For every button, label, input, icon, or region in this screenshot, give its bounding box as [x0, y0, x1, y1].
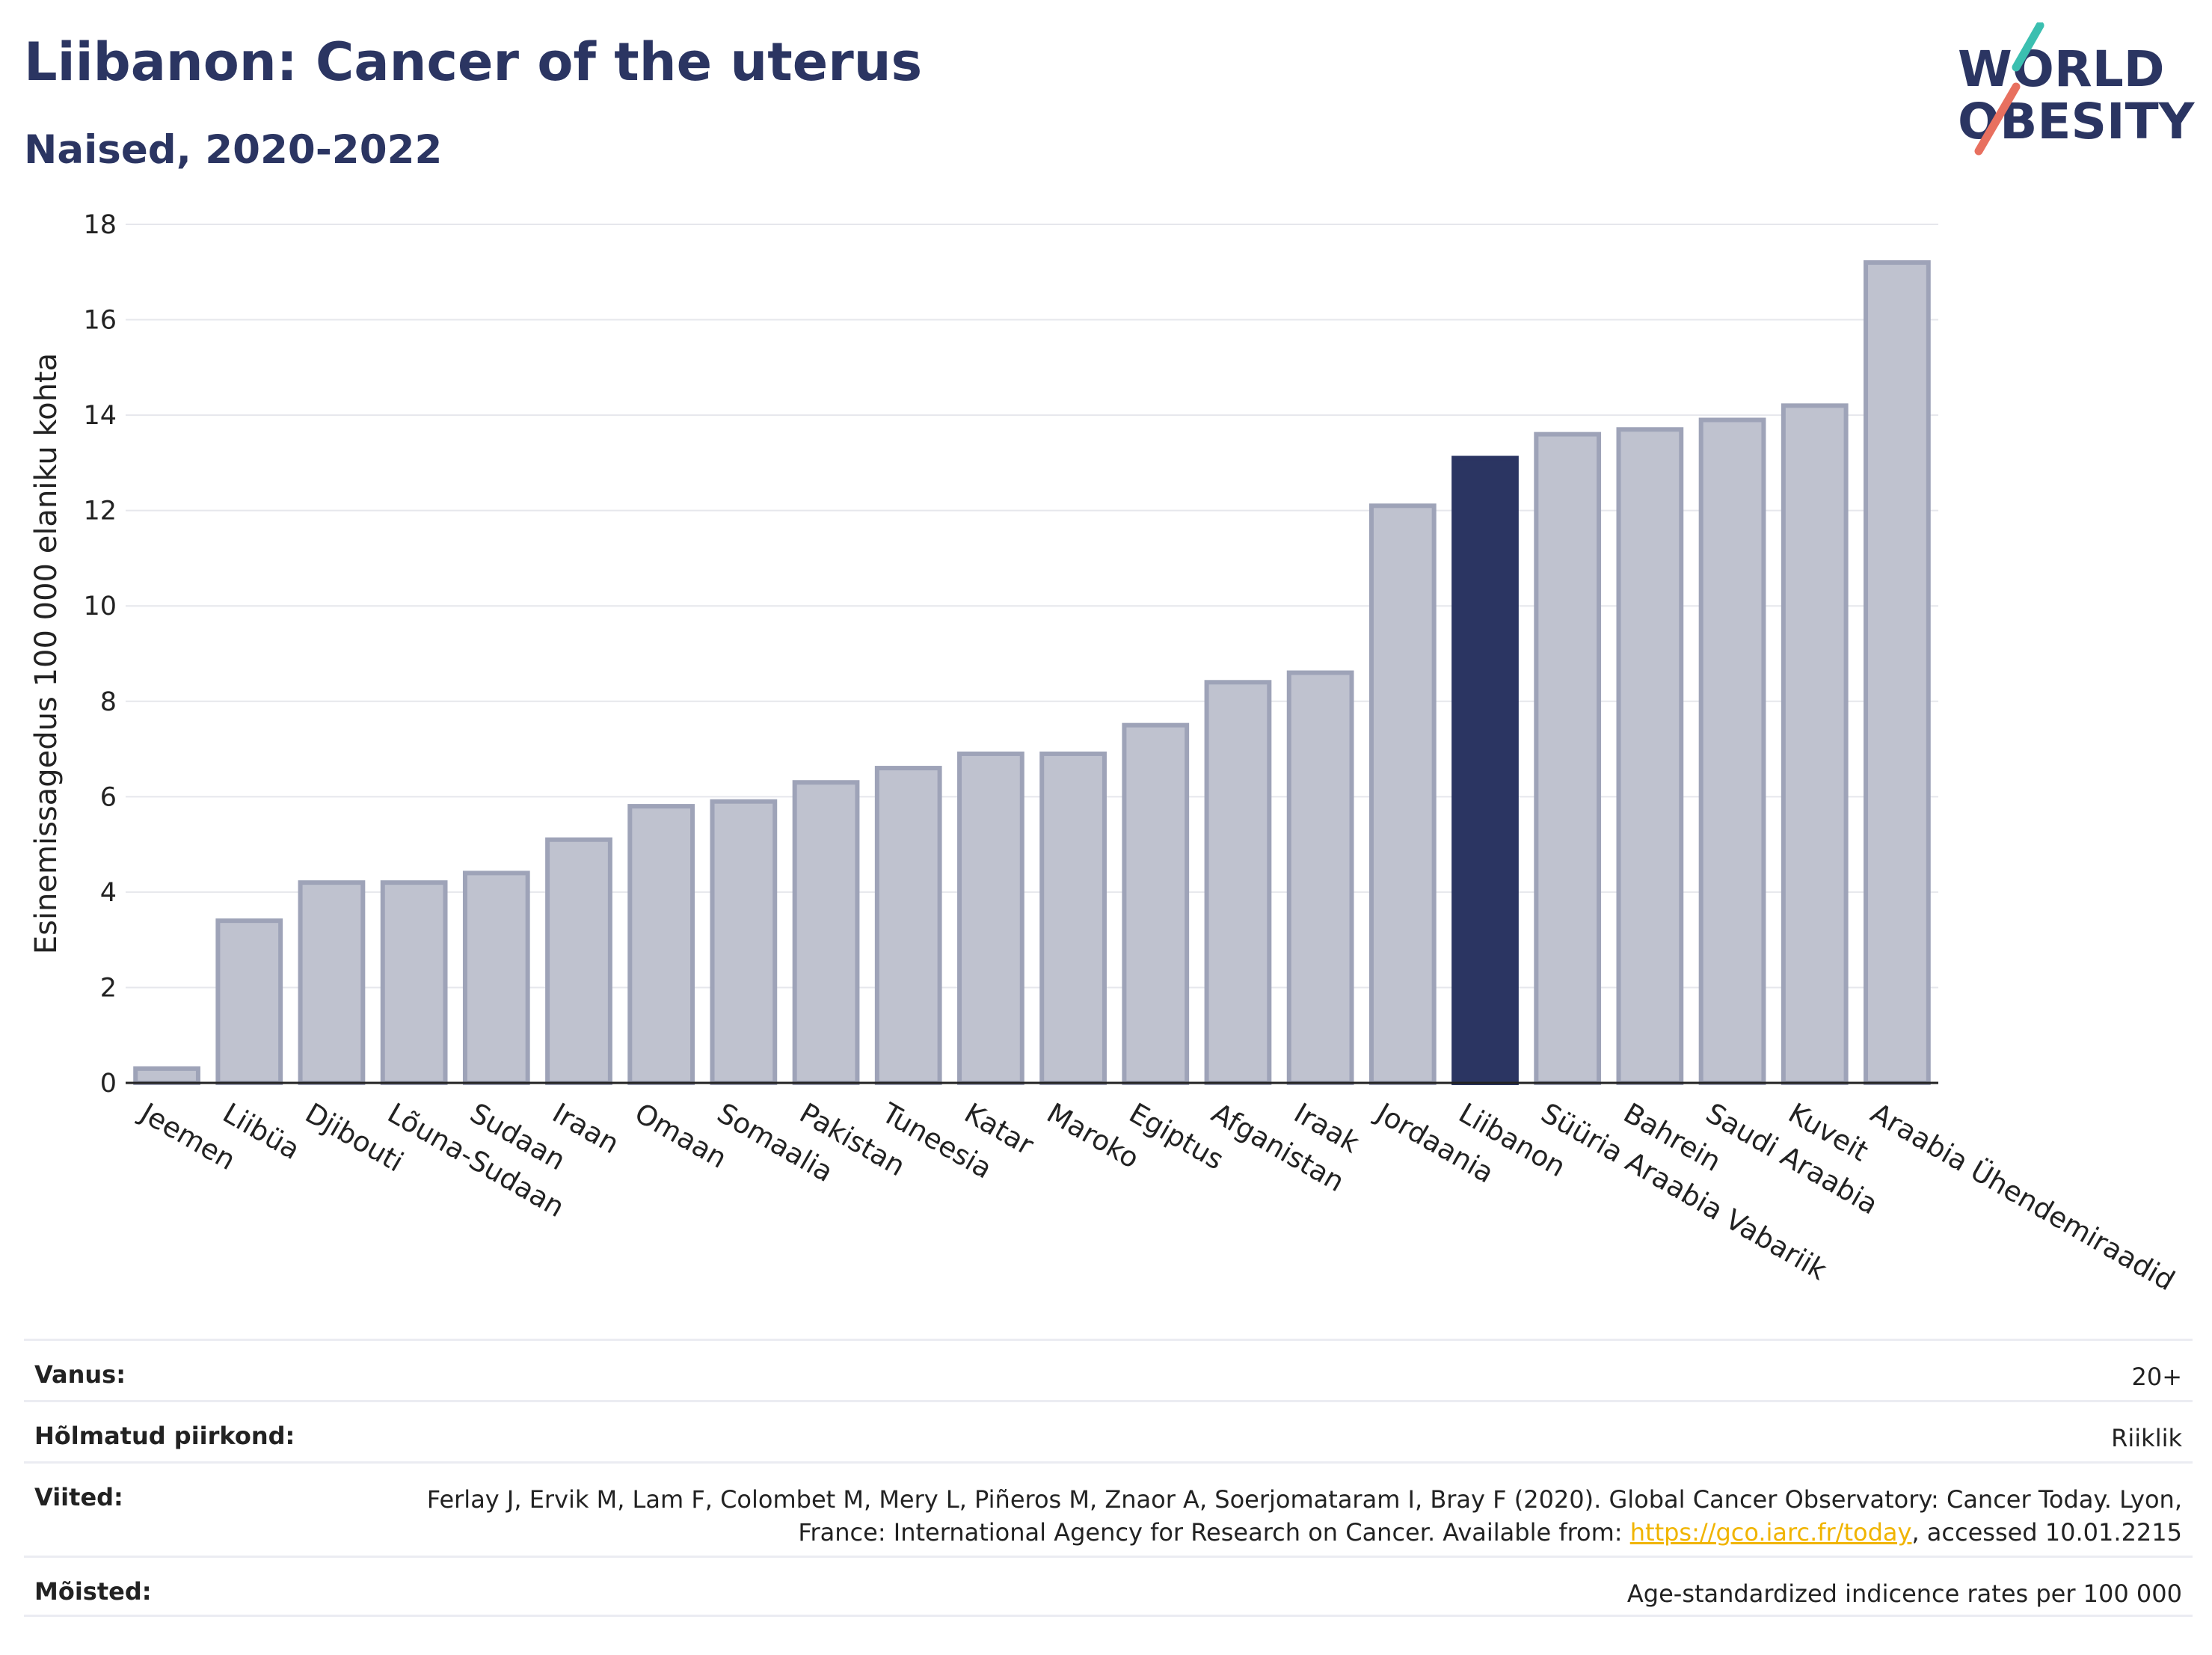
region-label: Hõlmatud piirkond:	[34, 1422, 295, 1450]
x-tick-label-6: Omaan	[630, 1097, 733, 1175]
logo-coral-slash	[1974, 82, 2021, 156]
bar-3	[380, 880, 448, 1085]
y-tick-label-0: 0	[100, 1069, 117, 1099]
references-link[interactable]: https://gco.iarc.fr/today	[1629, 1518, 1912, 1547]
logo-line1: WORLD	[1958, 40, 2165, 98]
x-tick-label-21: Araabia Ühendemiraadid	[1865, 1097, 2180, 1298]
bar-20	[1781, 403, 1849, 1085]
info-table: Vanus: 20+ Hõlmatud piirkond: Riiklik Vi…	[24, 1339, 2193, 1617]
definitions-value: Age-standardized indicence rates per 100…	[1626, 1579, 2182, 1608]
y-tick-label-2: 4	[100, 878, 117, 908]
bar-17	[1534, 432, 1602, 1085]
x-tick-label-0: Jeemen	[134, 1096, 241, 1177]
age-label: Vanus:	[34, 1360, 126, 1389]
bar-15	[1368, 503, 1437, 1085]
chart-title: Liibanon: Cancer of the uterus	[24, 31, 923, 93]
bar-8	[792, 780, 860, 1085]
y-tick-label-1: 2	[100, 973, 117, 1003]
y-tick-label-8: 16	[83, 306, 117, 336]
world-obesity-logo: WORLD OBESITY	[1958, 22, 2196, 156]
bar-13	[1204, 680, 1272, 1085]
bar-4	[462, 871, 530, 1086]
bar-21	[1864, 260, 1931, 1085]
references-accessed: , accessed 10.01.2215	[1911, 1518, 2182, 1547]
x-tick-label-12: Egiptus	[1124, 1097, 1229, 1176]
y-tick-label-6: 12	[83, 497, 117, 526]
x-tick-label-11: Maroko	[1042, 1097, 1145, 1175]
age-value: 20+	[2131, 1363, 2182, 1391]
references-value: Ferlay J, Ervik M, Lam F, Colombet M, Me…	[425, 1483, 2182, 1556]
bar-1	[215, 918, 283, 1085]
bar-6	[627, 804, 695, 1085]
bar-12	[1122, 722, 1190, 1086]
y-tick-label-3: 6	[100, 782, 117, 812]
bar-14	[1286, 670, 1354, 1085]
bar-10	[957, 751, 1024, 1086]
y-axis-label: Esinemissagedus 100 000 elaniku kohta	[29, 353, 64, 954]
references-text: Ferlay J, Ervik M, Lam F, Colombet M, Me…	[426, 1485, 2182, 1547]
bar-5	[545, 837, 612, 1085]
references-label: Viited:	[34, 1483, 123, 1511]
bar-18	[1616, 427, 1684, 1085]
bar-11	[1039, 751, 1107, 1086]
bar-7	[710, 799, 778, 1085]
bar-2	[298, 880, 366, 1085]
y-axis-ticks: 0 2 4 6 8 10 12 14 16 18	[83, 210, 117, 1099]
info-row-references: Viited: Ferlay J, Ervik M, Lam F, Colomb…	[24, 1461, 2193, 1556]
bar-chart: 0 2 4 6 8 10 12 14 16 18 JeemenLiibüaDjiboutiLõun…	[29, 210, 2180, 1298]
y-tick-label-5: 10	[83, 592, 117, 621]
definitions-label: Mõisted:	[34, 1577, 152, 1606]
info-row-definitions: Mõisted: Age-standardized indicence rate…	[24, 1556, 2193, 1617]
y-tick-label-4: 8	[100, 687, 117, 717]
info-row-region: Hõlmatud piirkond: Riiklik	[24, 1400, 2193, 1461]
bar-9	[874, 766, 942, 1085]
region-value: Riiklik	[2111, 1424, 2182, 1452]
bars	[133, 260, 1931, 1086]
info-row-age: Vanus: 20+	[24, 1339, 2193, 1400]
bar-0	[133, 1066, 200, 1086]
chart-subtitle: Naised, 2020-2022	[24, 127, 443, 173]
bar-16	[1451, 455, 1519, 1085]
logo-teal-slash	[2012, 22, 2044, 72]
y-tick-label-9: 18	[83, 210, 117, 240]
y-tick-label-7: 14	[83, 401, 117, 431]
bar-19	[1698, 417, 1766, 1085]
x-axis-labels: JeemenLiibüaDjiboutiLõuna-SudaanSudaanIr…	[134, 1096, 2180, 1298]
